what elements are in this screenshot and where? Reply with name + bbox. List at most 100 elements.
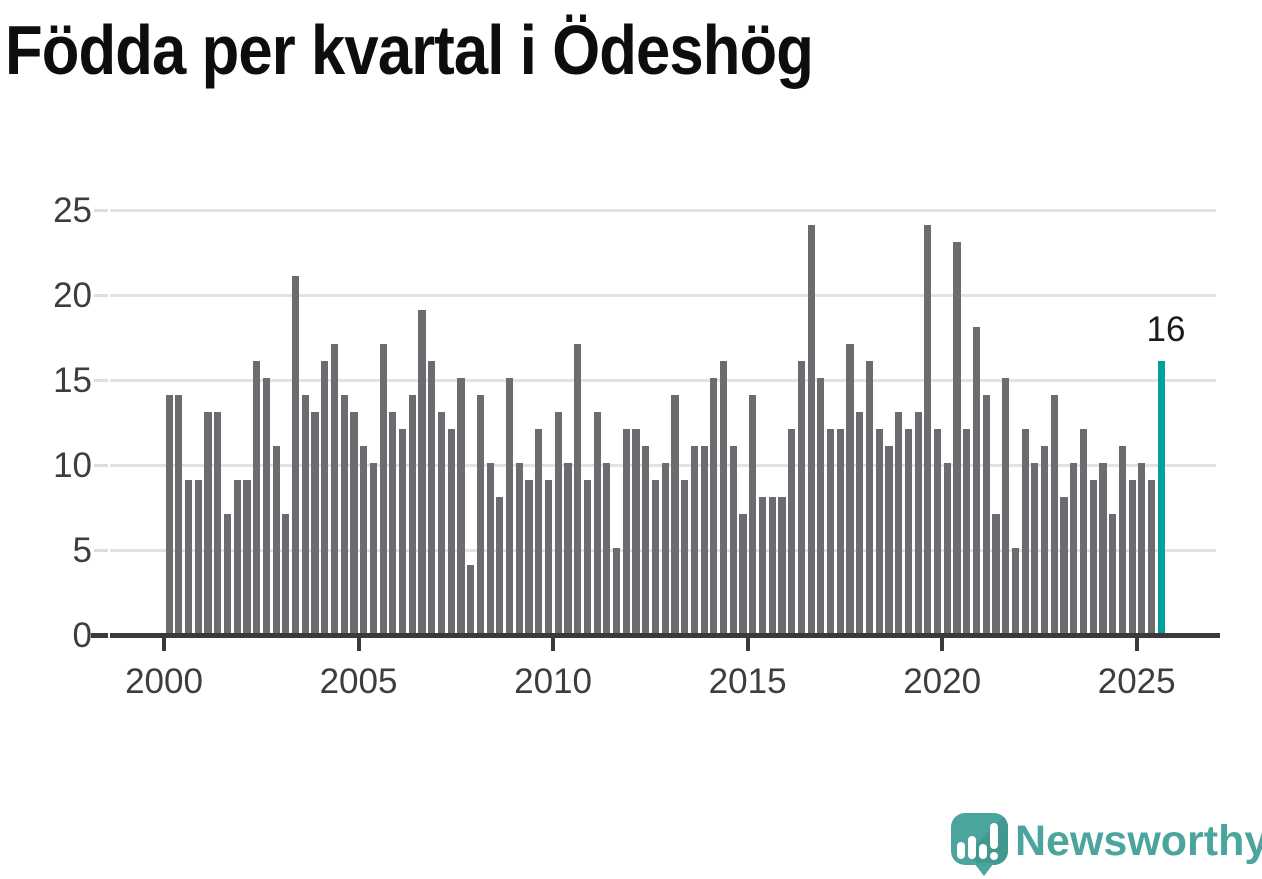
bar <box>311 412 319 633</box>
bar <box>1002 378 1010 633</box>
bar <box>885 446 893 633</box>
x-axis-line <box>110 633 1220 638</box>
bar <box>418 310 426 633</box>
bar <box>700 446 708 633</box>
y-axis-tick <box>94 464 108 467</box>
chart-bar-glyph <box>968 836 976 859</box>
bar <box>525 480 533 633</box>
bar <box>262 378 271 633</box>
x-axis-tick <box>940 638 945 651</box>
newsworthy-bubble-chart-icon <box>951 813 1008 865</box>
bar <box>564 463 572 633</box>
bar <box>282 514 290 633</box>
bar <box>175 395 183 633</box>
bar <box>788 429 796 633</box>
y-axis-label: 25 <box>53 190 92 230</box>
bar <box>1070 463 1078 633</box>
y-axis-zero-tick <box>91 633 108 638</box>
bar <box>515 463 523 633</box>
bar <box>1147 480 1156 633</box>
x-axis-label: 2005 <box>319 662 398 701</box>
exclamation-dot <box>990 852 998 860</box>
bar <box>340 395 348 633</box>
bar <box>768 497 776 633</box>
bar <box>739 514 747 633</box>
x-axis-tick <box>162 638 166 651</box>
bar <box>758 497 767 633</box>
bar <box>856 412 864 633</box>
bar <box>1109 514 1117 633</box>
bar <box>778 497 786 633</box>
brand-name: Newsworthy <box>1015 817 1262 865</box>
bar <box>398 429 407 633</box>
bar <box>165 395 173 633</box>
x-axis-tick <box>1134 638 1139 651</box>
bar <box>428 361 436 633</box>
bar <box>612 548 621 633</box>
bar <box>661 463 669 633</box>
bar <box>1099 463 1107 633</box>
bar <box>943 463 951 633</box>
bar <box>544 480 553 633</box>
y-axis-tick <box>94 379 108 382</box>
bar <box>583 480 592 633</box>
exclamation-icon <box>990 823 998 849</box>
bar <box>865 361 874 633</box>
y-axis-label: 5 <box>72 530 92 570</box>
bar <box>1118 446 1126 633</box>
x-axis-tick <box>551 638 556 651</box>
bar <box>642 446 650 633</box>
bar <box>632 429 640 633</box>
bar <box>710 378 718 633</box>
bar <box>554 412 562 633</box>
y-axis-tick <box>94 294 108 297</box>
bar <box>895 412 903 633</box>
highlighted-bar <box>1157 361 1165 633</box>
page-title: Födda per kvartal i Ödeshög <box>5 11 814 89</box>
bar <box>253 361 261 633</box>
chart-bar-glyph <box>979 844 987 859</box>
bar <box>651 480 660 633</box>
gridline <box>110 379 1216 382</box>
bar <box>476 395 485 633</box>
y-axis-tick <box>94 209 108 212</box>
bar <box>622 429 630 633</box>
bar <box>924 225 932 633</box>
x-axis-label: 2025 <box>1097 662 1176 701</box>
bar <box>574 344 582 633</box>
y-axis-label: 10 <box>53 445 92 485</box>
bar <box>690 446 699 633</box>
bar <box>914 412 922 633</box>
bar <box>379 344 387 633</box>
bar <box>904 429 913 633</box>
bar <box>496 497 504 633</box>
bar <box>272 446 280 633</box>
bar <box>603 463 611 633</box>
bar <box>467 565 475 633</box>
bar <box>301 395 309 633</box>
bar <box>369 463 378 633</box>
bar <box>1011 548 1019 633</box>
bar <box>817 378 825 633</box>
bar <box>593 412 601 633</box>
bar <box>1089 480 1097 633</box>
bar <box>204 412 212 633</box>
newsworthy-logo: Newsworthy <box>951 813 1262 879</box>
x-axis-label: 2010 <box>514 662 593 701</box>
bar <box>243 480 251 633</box>
bar <box>797 361 806 633</box>
bar <box>992 514 1000 633</box>
bar <box>1128 480 1136 633</box>
bar <box>846 344 854 633</box>
bar <box>681 480 689 633</box>
bar <box>982 395 990 633</box>
bar <box>233 480 241 633</box>
bar <box>389 412 397 633</box>
bar <box>486 463 494 633</box>
bar <box>719 361 728 633</box>
bar <box>953 242 961 633</box>
x-axis-label: 2015 <box>708 662 787 701</box>
y-axis-label: 20 <box>53 275 92 315</box>
bar <box>836 429 844 633</box>
